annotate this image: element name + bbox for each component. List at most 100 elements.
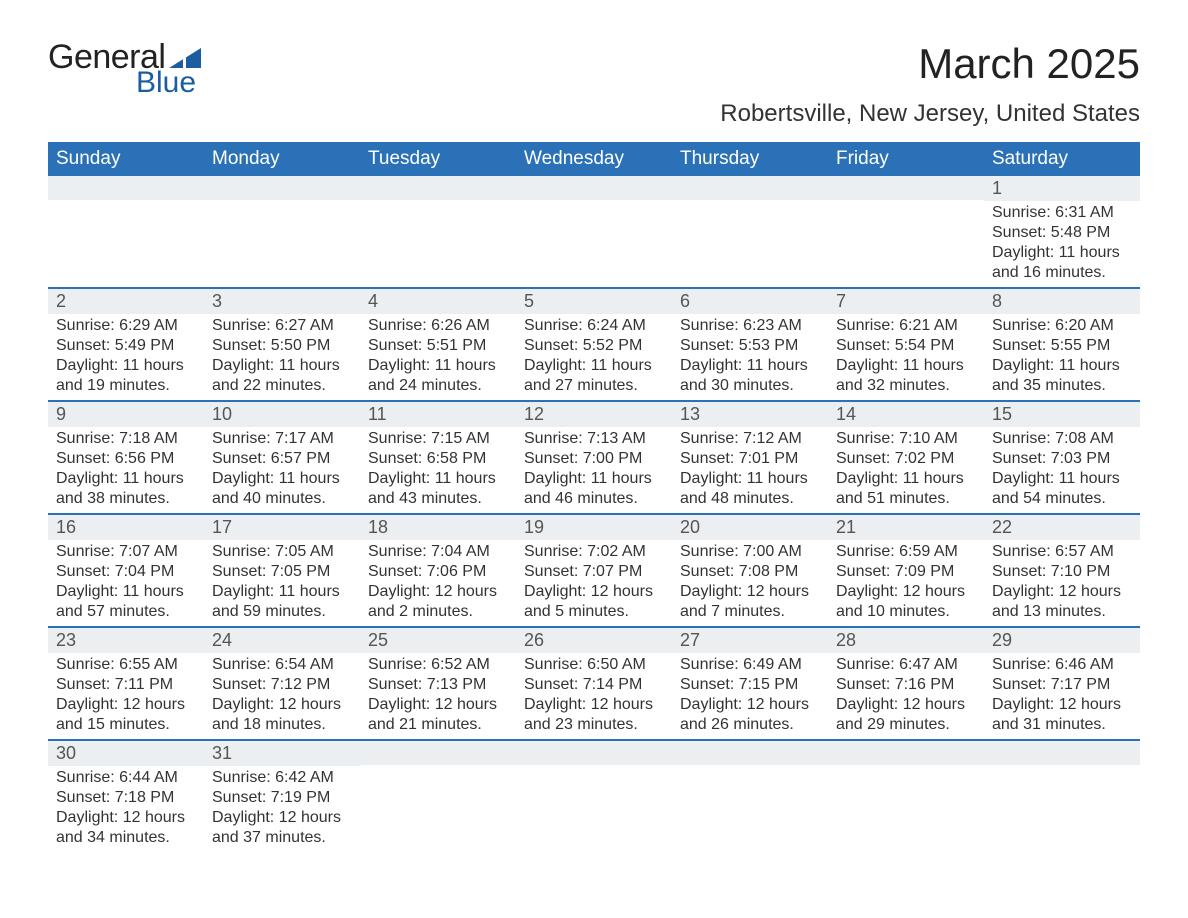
day-number: 21 — [828, 515, 984, 540]
day-body: Sunrise: 7:10 AMSunset: 7:02 PMDaylight:… — [828, 427, 984, 513]
calendar-cell — [516, 176, 672, 288]
day-body: Sunrise: 6:57 AMSunset: 7:10 PMDaylight:… — [984, 540, 1140, 626]
calendar-cell: 7Sunrise: 6:21 AMSunset: 5:54 PMDaylight… — [828, 288, 984, 401]
day-number: 26 — [516, 628, 672, 653]
sunrise-line: Sunrise: 6:52 AM — [368, 655, 508, 675]
sunset-line: Sunset: 5:52 PM — [524, 336, 664, 356]
day-number — [204, 176, 360, 200]
calendar-week: 9Sunrise: 7:18 AMSunset: 6:56 PMDaylight… — [48, 401, 1140, 514]
calendar-cell: 22Sunrise: 6:57 AMSunset: 7:10 PMDayligh… — [984, 514, 1140, 627]
sunrise-line: Sunrise: 6:47 AM — [836, 655, 976, 675]
sunset-line: Sunset: 7:01 PM — [680, 449, 820, 469]
day-number — [828, 741, 984, 765]
day-body: Sunrise: 6:29 AMSunset: 5:49 PMDaylight:… — [48, 314, 204, 400]
sunset-line: Sunset: 7:06 PM — [368, 562, 508, 582]
calendar-cell — [828, 176, 984, 288]
calendar-cell: 25Sunrise: 6:52 AMSunset: 7:13 PMDayligh… — [360, 627, 516, 740]
day-number: 9 — [48, 402, 204, 427]
daylight-line: Daylight: 11 hours and 54 minutes. — [992, 469, 1132, 509]
calendar-cell — [828, 740, 984, 852]
day-number: 29 — [984, 628, 1140, 653]
day-header: Wednesday — [516, 142, 672, 176]
calendar-cell: 19Sunrise: 7:02 AMSunset: 7:07 PMDayligh… — [516, 514, 672, 627]
sunset-line: Sunset: 7:18 PM — [56, 788, 196, 808]
calendar-cell: 20Sunrise: 7:00 AMSunset: 7:08 PMDayligh… — [672, 514, 828, 627]
day-body — [516, 765, 672, 835]
sunset-line: Sunset: 5:50 PM — [212, 336, 352, 356]
daylight-line: Daylight: 11 hours and 32 minutes. — [836, 356, 976, 396]
title-block: March 2025 Robertsville, New Jersey, Uni… — [720, 40, 1140, 128]
day-number: 11 — [360, 402, 516, 427]
day-body: Sunrise: 6:26 AMSunset: 5:51 PMDaylight:… — [360, 314, 516, 400]
day-number: 17 — [204, 515, 360, 540]
sunrise-line: Sunrise: 7:18 AM — [56, 429, 196, 449]
day-number: 15 — [984, 402, 1140, 427]
day-body: Sunrise: 6:47 AMSunset: 7:16 PMDaylight:… — [828, 653, 984, 739]
daylight-line: Daylight: 11 hours and 57 minutes. — [56, 582, 196, 622]
day-number: 20 — [672, 515, 828, 540]
calendar-cell — [204, 176, 360, 288]
calendar-cell: 27Sunrise: 6:49 AMSunset: 7:15 PMDayligh… — [672, 627, 828, 740]
daylight-line: Daylight: 11 hours and 24 minutes. — [368, 356, 508, 396]
calendar-week: 23Sunrise: 6:55 AMSunset: 7:11 PMDayligh… — [48, 627, 1140, 740]
sunrise-line: Sunrise: 6:20 AM — [992, 316, 1132, 336]
day-body: Sunrise: 6:20 AMSunset: 5:55 PMDaylight:… — [984, 314, 1140, 400]
calendar-cell: 5Sunrise: 6:24 AMSunset: 5:52 PMDaylight… — [516, 288, 672, 401]
day-header: Tuesday — [360, 142, 516, 176]
sunrise-line: Sunrise: 7:08 AM — [992, 429, 1132, 449]
daylight-line: Daylight: 11 hours and 46 minutes. — [524, 469, 664, 509]
day-header: Friday — [828, 142, 984, 176]
calendar-cell: 30Sunrise: 6:44 AMSunset: 7:18 PMDayligh… — [48, 740, 204, 852]
sunrise-line: Sunrise: 6:57 AM — [992, 542, 1132, 562]
sunrise-line: Sunrise: 6:24 AM — [524, 316, 664, 336]
day-number — [516, 176, 672, 200]
day-body: Sunrise: 6:50 AMSunset: 7:14 PMDaylight:… — [516, 653, 672, 739]
sunrise-line: Sunrise: 6:31 AM — [992, 203, 1132, 223]
sunset-line: Sunset: 7:13 PM — [368, 675, 508, 695]
day-body — [204, 200, 360, 270]
sunrise-line: Sunrise: 7:17 AM — [212, 429, 352, 449]
day-number — [984, 741, 1140, 765]
calendar-cell: 6Sunrise: 6:23 AMSunset: 5:53 PMDaylight… — [672, 288, 828, 401]
day-number: 10 — [204, 402, 360, 427]
calendar-cell: 28Sunrise: 6:47 AMSunset: 7:16 PMDayligh… — [828, 627, 984, 740]
sunset-line: Sunset: 7:10 PM — [992, 562, 1132, 582]
calendar-week: 2Sunrise: 6:29 AMSunset: 5:49 PMDaylight… — [48, 288, 1140, 401]
sunset-line: Sunset: 7:19 PM — [212, 788, 352, 808]
daylight-line: Daylight: 11 hours and 30 minutes. — [680, 356, 820, 396]
sunset-line: Sunset: 7:15 PM — [680, 675, 820, 695]
day-body: Sunrise: 7:04 AMSunset: 7:06 PMDaylight:… — [360, 540, 516, 626]
month-title: March 2025 — [720, 40, 1140, 88]
day-body — [360, 765, 516, 835]
day-number: 13 — [672, 402, 828, 427]
sunrise-line: Sunrise: 7:02 AM — [524, 542, 664, 562]
day-body: Sunrise: 6:54 AMSunset: 7:12 PMDaylight:… — [204, 653, 360, 739]
calendar-cell — [360, 176, 516, 288]
day-body: Sunrise: 6:55 AMSunset: 7:11 PMDaylight:… — [48, 653, 204, 739]
sunrise-line: Sunrise: 6:21 AM — [836, 316, 976, 336]
day-number: 4 — [360, 289, 516, 314]
calendar-cell: 14Sunrise: 7:10 AMSunset: 7:02 PMDayligh… — [828, 401, 984, 514]
sunset-line: Sunset: 7:08 PM — [680, 562, 820, 582]
daylight-line: Daylight: 11 hours and 51 minutes. — [836, 469, 976, 509]
day-number — [516, 741, 672, 765]
sunrise-line: Sunrise: 6:59 AM — [836, 542, 976, 562]
daylight-line: Daylight: 12 hours and 29 minutes. — [836, 695, 976, 735]
day-body — [984, 765, 1140, 835]
daylight-line: Daylight: 11 hours and 40 minutes. — [212, 469, 352, 509]
day-body: Sunrise: 7:08 AMSunset: 7:03 PMDaylight:… — [984, 427, 1140, 513]
daylight-line: Daylight: 11 hours and 48 minutes. — [680, 469, 820, 509]
calendar-cell: 31Sunrise: 6:42 AMSunset: 7:19 PMDayligh… — [204, 740, 360, 852]
sunset-line: Sunset: 7:07 PM — [524, 562, 664, 582]
day-number: 16 — [48, 515, 204, 540]
sunrise-line: Sunrise: 7:13 AM — [524, 429, 664, 449]
day-body: Sunrise: 7:15 AMSunset: 6:58 PMDaylight:… — [360, 427, 516, 513]
sunset-line: Sunset: 5:51 PM — [368, 336, 508, 356]
daylight-line: Daylight: 11 hours and 43 minutes. — [368, 469, 508, 509]
calendar-cell — [516, 740, 672, 852]
daylight-line: Daylight: 12 hours and 5 minutes. — [524, 582, 664, 622]
sunrise-line: Sunrise: 7:00 AM — [680, 542, 820, 562]
day-body — [48, 200, 204, 270]
calendar-cell: 21Sunrise: 6:59 AMSunset: 7:09 PMDayligh… — [828, 514, 984, 627]
sunrise-line: Sunrise: 6:44 AM — [56, 768, 196, 788]
